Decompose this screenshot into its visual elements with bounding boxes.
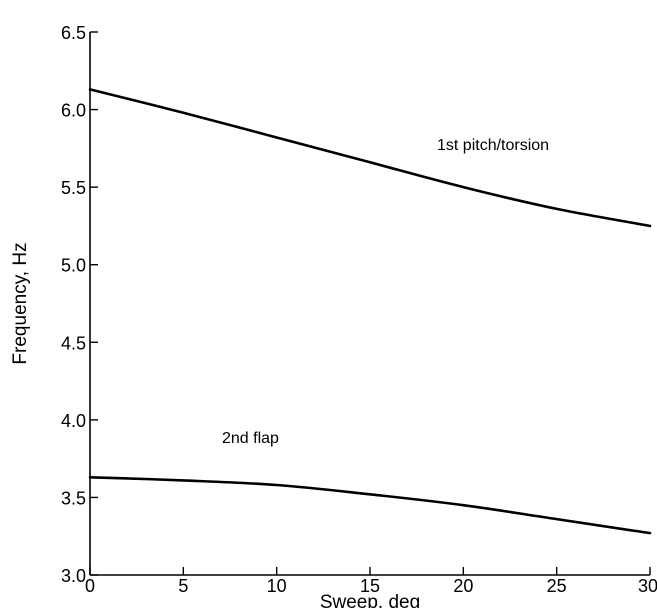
y-tick-label: 6.5 <box>61 23 86 43</box>
y-tick-label: 6.0 <box>61 101 86 121</box>
series-line-flap <box>88 476 652 535</box>
series-label-pitch-torsion: 1st pitch/torsion <box>437 137 549 154</box>
x-tick-label: 30 <box>638 576 657 596</box>
y-tick-label: 3.5 <box>61 488 86 508</box>
y-tick-label: 5.0 <box>61 256 86 276</box>
y-tick-label: 4.0 <box>61 411 86 431</box>
x-tick-label: 20 <box>453 576 473 596</box>
series-line-pitch-torsion <box>88 88 652 228</box>
x-tick-label: 25 <box>547 576 567 596</box>
x-tick-label: 0 <box>85 576 95 596</box>
y-tick-label: 4.5 <box>61 333 86 353</box>
y-ticks: 3.0 3.5 4.0 4.5 5.0 5.5 6.0 6.5 <box>61 23 98 586</box>
y-axis-title: Frequency, Hz <box>10 242 31 364</box>
y-tick-label: 5.5 <box>61 178 86 198</box>
x-tick-label: 10 <box>267 576 287 596</box>
y-tick-label: 3.0 <box>61 566 86 586</box>
x-ticks: 0 5 10 15 20 25 30 <box>85 567 657 596</box>
x-tick-label: 5 <box>178 576 188 596</box>
x-tick-label: 15 <box>360 576 380 596</box>
series-layer <box>88 88 652 535</box>
labels-layer: 1st pitch/torsion 2nd flap <box>222 137 549 447</box>
series-label-flap: 2nd flap <box>222 430 279 447</box>
x-axis-title: Sweep, deg <box>320 592 420 608</box>
